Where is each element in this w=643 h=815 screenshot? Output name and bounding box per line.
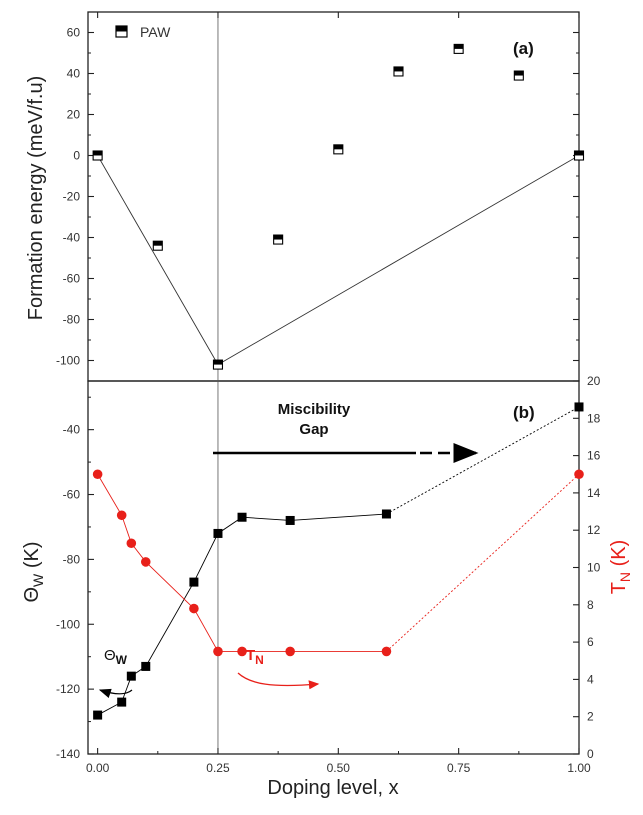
y-tick-label-b-right: 8 [587, 598, 594, 612]
x-tick-label: 0.25 [206, 761, 230, 775]
tn-point [92, 469, 103, 480]
paw-point-fill [273, 235, 283, 240]
y-tick-label-b-left: -60 [63, 488, 81, 502]
y-tick-label-a: -60 [63, 272, 81, 286]
paw-point-fill [454, 44, 464, 49]
y-axis-title-a: Formation energy (meV/f.u) [25, 76, 47, 321]
panel-a-ticks: -100 -80 -60 -40 -20 0 20 40 60 [56, 11, 580, 382]
theta-w-point [126, 671, 136, 681]
y-tick-label-b-right: 18 [587, 411, 601, 425]
tn-annotation-main: T [246, 647, 255, 664]
right-title-sub: N [617, 572, 633, 582]
y-tick-label-b-right: 16 [587, 449, 601, 463]
y-tick-label-b-right: 2 [587, 710, 594, 724]
left-title-main: Θ [21, 587, 43, 603]
theta-annotation: ΘW [98, 647, 133, 698]
tn-annotation-sub: N [255, 653, 264, 667]
y-tick-label-b-right: 0 [587, 747, 594, 761]
right-title-unit: (K) [608, 540, 630, 572]
series-line-dashed [386, 406, 580, 515]
y-tick-label-a: -80 [63, 313, 81, 327]
panel-a-plot [92, 43, 585, 370]
theta-annotation-label: ΘW [104, 647, 128, 667]
paw-point-fill [213, 360, 223, 365]
theta-w-point [213, 528, 223, 538]
tn-point [285, 646, 295, 657]
legend-label: PAW [140, 24, 171, 40]
x-tick-label: 0.75 [447, 761, 471, 775]
paw-point-fill [393, 66, 403, 72]
paw-point-fill [574, 151, 584, 156]
tn-point [574, 469, 584, 480]
tn-point [126, 538, 137, 549]
tn-point [213, 646, 223, 657]
panel-b-plot [92, 402, 584, 720]
x-axis-title: Doping level, x [267, 777, 398, 799]
tn-annotation: TN [237, 647, 320, 690]
tn-point [140, 557, 151, 567]
y-tick-label-b-left: -80 [63, 552, 81, 566]
y-tick-label-b-left: -40 [63, 423, 81, 437]
y-tick-label-b-right: 10 [587, 561, 601, 575]
theta-w-point [141, 661, 151, 671]
theta-w-point [117, 697, 127, 707]
paw-point-fill [153, 241, 163, 246]
y-tick-label-b-left: -120 [56, 682, 80, 696]
y-tick-label-a: 0 [73, 149, 80, 163]
theta-w-point [285, 515, 295, 525]
theta-w-point [93, 710, 103, 720]
paw-point-fill [93, 151, 103, 156]
y-tick-label-b-left: -140 [56, 747, 80, 761]
panel-b-frame [87, 380, 580, 755]
y-tick-label-b-right: 20 [587, 374, 601, 388]
y-tick-label-a: -40 [63, 231, 81, 245]
legend-marker-fill [116, 26, 127, 32]
tn-point [189, 603, 199, 614]
legend: PAW [115, 24, 171, 40]
y-tick-label-b-right: 14 [587, 486, 601, 500]
tn-point [116, 510, 127, 521]
theta-annotation-main: Θ [104, 647, 116, 664]
series-line-solid [97, 513, 387, 716]
panel-a-frame [87, 11, 580, 382]
y-axis-title-b-right: TN (K) [608, 540, 633, 595]
miscibility-label-line2: Gap [299, 421, 328, 438]
y-tick-label-a: 40 [67, 67, 81, 81]
theta-annotation-sub: W [116, 653, 128, 667]
panel-b-label: (b) [513, 403, 535, 422]
paw-point-fill [514, 71, 524, 76]
convex-hull-line [97, 155, 580, 366]
left-title-sub: W [30, 573, 46, 587]
x-tick-label: 0.00 [86, 761, 110, 775]
y-tick-label-a: 20 [67, 108, 81, 122]
x-tick-label: 0.50 [327, 761, 351, 775]
series-line-solid [97, 474, 387, 652]
panel-b-ticks: -140 -120 -100 -80 -60 -40 0 2 4 6 8 10 12 14 16 18 20 0.… [56, 374, 601, 775]
y-tick-label-a: 60 [67, 26, 81, 40]
theta-w-point [381, 509, 391, 519]
y-tick-label-b-right: 4 [587, 672, 594, 686]
left-title-unit: (K) [21, 542, 43, 574]
tn-annotation-label: TN [246, 647, 264, 667]
y-tick-label-b-right: 12 [587, 523, 601, 537]
tn-point [237, 646, 247, 657]
series-line-dashed [386, 473, 580, 652]
theta-w-point [237, 512, 247, 522]
paw-point-fill [333, 144, 343, 150]
y-tick-label-b-right: 6 [587, 635, 594, 649]
x-tick-label: 1.00 [567, 761, 591, 775]
y-tick-label-b-left: -100 [56, 617, 80, 631]
panel-a-label: (a) [513, 39, 534, 58]
theta-w-point [189, 577, 199, 587]
theta-w-point [574, 402, 584, 412]
theta-arrow [98, 688, 133, 698]
y-axis-title-b-left: ΘW (K) [21, 542, 46, 603]
y-tick-label-a: -100 [56, 354, 80, 368]
right-title-main: T [608, 582, 630, 594]
miscibility-label-line1: Miscibility [278, 401, 351, 418]
tn-arrow [237, 672, 320, 690]
tn-point [381, 646, 392, 657]
y-tick-label-a: -20 [63, 190, 81, 204]
